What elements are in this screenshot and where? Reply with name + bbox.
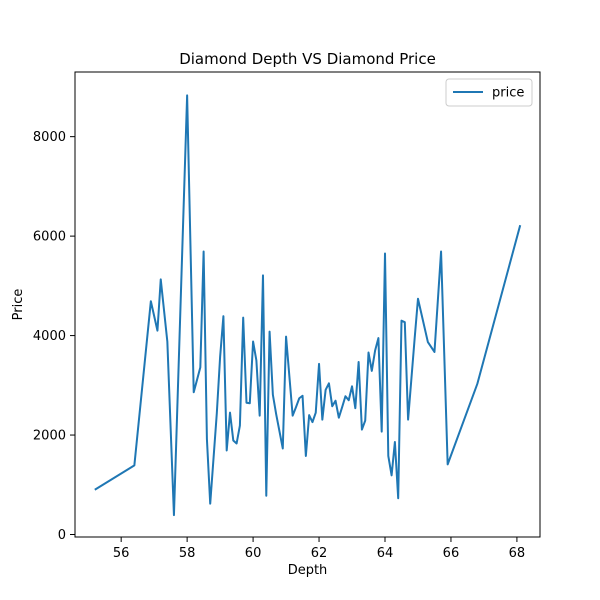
x-axis: 56 58 60 62 64 66 68: [113, 537, 525, 561]
legend-label-price: price: [492, 86, 524, 101]
y-tick-label: 2000: [33, 429, 66, 444]
y-tick-label: 6000: [33, 230, 66, 245]
x-tick-label: 62: [311, 546, 328, 561]
x-tick-label: 60: [245, 546, 262, 561]
x-axis-label: Depth: [288, 563, 328, 578]
plot-area: [75, 72, 540, 537]
x-tick-label: 64: [377, 546, 394, 561]
y-tick-label: 8000: [33, 130, 66, 145]
y-tick-label: 4000: [33, 329, 66, 344]
chart-title: Diamond Depth VS Diamond Price: [179, 50, 436, 68]
x-tick-label: 58: [179, 546, 196, 561]
legend: price: [445, 78, 533, 107]
series-line-price: [94, 94, 522, 517]
legend-box: [445, 78, 533, 107]
y-axis-label: Price: [11, 289, 26, 321]
y-axis: 0 2000 4000 6000 8000: [33, 130, 75, 543]
x-tick-label: 56: [113, 546, 130, 561]
y-tick-label: 0: [58, 528, 66, 543]
x-tick-label: 68: [509, 546, 526, 561]
plot-frame: [74, 71, 541, 538]
x-tick-label: 66: [443, 546, 460, 561]
